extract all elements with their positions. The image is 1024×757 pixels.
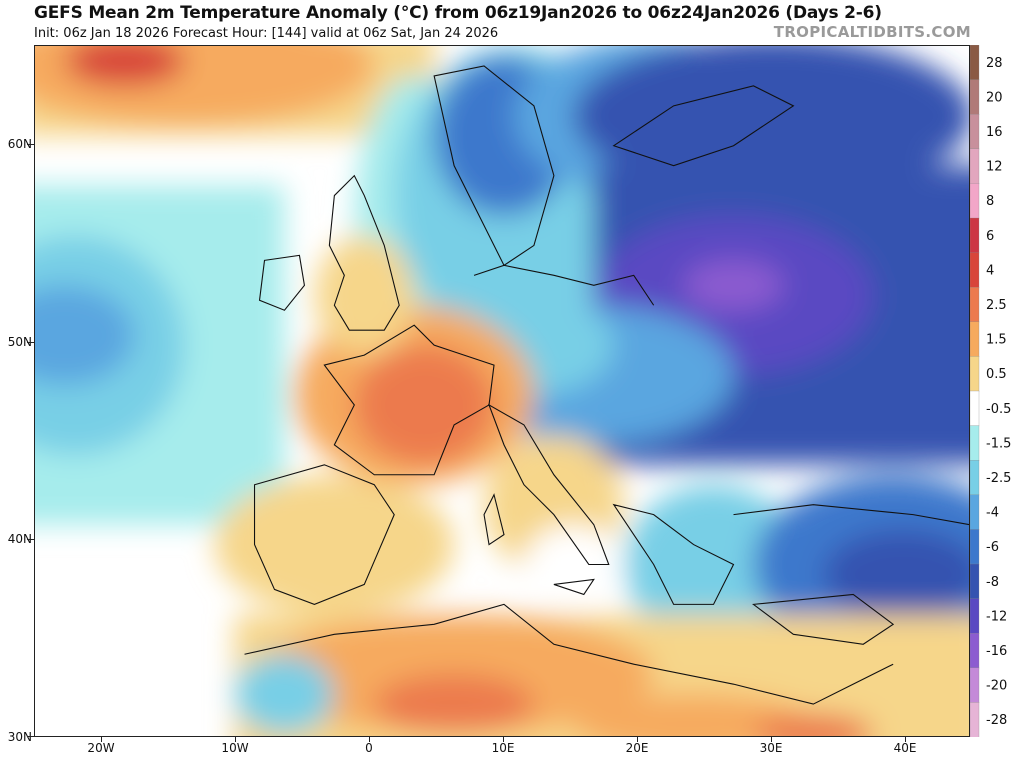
colorbar-swatch <box>970 114 980 150</box>
colorbar-label: 2.5 <box>986 298 1007 313</box>
lon-tick <box>369 737 370 742</box>
map-title: GEFS Mean 2m Temperature Anomaly (°C) fr… <box>34 3 882 23</box>
anatolia-outline <box>752 593 895 645</box>
sicily-outline <box>553 578 595 596</box>
colorbar-swatch <box>970 633 980 669</box>
colorbar-label: -6 <box>986 540 999 555</box>
colorbar-swatch <box>970 356 980 392</box>
colorbar-label: 6 <box>986 229 994 244</box>
colorbar-label: 16 <box>986 125 1003 140</box>
lon-tick <box>771 737 772 742</box>
colorbar-label: -20 <box>986 679 1007 694</box>
lon-label-20e: 20E <box>625 741 649 755</box>
lat-label-60n: 60N <box>7 137 32 151</box>
colorbar-label: 28 <box>986 56 1003 71</box>
colorbar-label: 20 <box>986 90 1003 105</box>
colorbar-swatch <box>970 425 980 461</box>
colorbar-label: -2.5 <box>986 471 1011 486</box>
colorbar-swatch <box>970 667 980 704</box>
colorbar-swatch <box>970 79 980 115</box>
coastlines <box>244 65 969 705</box>
colorbar-swatch <box>970 183 980 219</box>
colorbar-label: -28 <box>986 713 1007 728</box>
colorbar: 28 20 16 12 8 6 4 2.5 1.5 0.5 -0.5 -1.5 -2.5 -4 -6 -8 -1… <box>970 45 1011 737</box>
lon-tick <box>637 737 638 742</box>
italy-outline <box>487 403 610 566</box>
iberia-outline <box>253 464 395 605</box>
lon-tick <box>503 737 504 742</box>
anomaly-field <box>35 46 969 736</box>
lat-tick <box>27 342 34 343</box>
colorbar-label: -1.5 <box>986 436 1011 451</box>
colorbar-label: 12 <box>986 160 1003 175</box>
colorbar-swatch <box>970 45 980 81</box>
great-britain-outline <box>328 174 400 331</box>
colorbar-swatch <box>970 460 980 496</box>
colorbar-swatch <box>970 598 980 634</box>
colorbar-swatch <box>970 217 980 254</box>
colorbar-label: 1.5 <box>986 333 1007 348</box>
lon-label-10w: 10W <box>221 741 249 755</box>
colorbar-swatch <box>970 148 980 185</box>
lon-label-30e: 30E <box>759 741 783 755</box>
lon-tick <box>235 737 236 742</box>
colorbar-swatch <box>970 702 980 737</box>
lat-tick <box>27 539 34 540</box>
lat-label-40n: 40N <box>7 532 32 546</box>
colorbar-swatch <box>970 321 980 358</box>
temperature-anomaly-map <box>34 45 970 737</box>
lat-tick <box>27 736 34 737</box>
lat-label-50n: 50N <box>7 335 32 349</box>
colorbar-swatch <box>970 252 980 288</box>
sardinia-corsica-outline <box>483 493 505 546</box>
colorbar-swatch <box>970 529 980 565</box>
finland-outline <box>612 85 795 167</box>
lon-label-20w: 20W <box>87 741 115 755</box>
lon-label-10e: 10E <box>491 741 515 755</box>
colorbar-swatch <box>970 563 980 600</box>
lat-label-30n: 30N <box>7 730 32 744</box>
colorbar-label: -8 <box>986 575 999 590</box>
colorbar-label: -4 <box>986 506 999 521</box>
black-sea-south-coast <box>733 504 969 526</box>
lon-tick <box>905 737 906 742</box>
baltic-coast <box>473 264 655 306</box>
lat-tick <box>27 144 34 145</box>
scandinavia-outline <box>433 65 555 267</box>
colorbar-label: 8 <box>986 194 994 209</box>
colorbar-swatch <box>970 287 980 323</box>
map-subtitle: Init: 06z Jan 18 2026 Forecast Hour: [14… <box>34 26 499 41</box>
colorbar-label: 0.5 <box>986 367 1007 382</box>
colorbar-swatch <box>970 390 980 427</box>
colorbar-label: -12 <box>986 609 1007 624</box>
colorbar-label: -16 <box>986 644 1007 659</box>
ireland-outline <box>258 254 306 311</box>
lon-tick <box>101 737 102 742</box>
greece-outline <box>612 503 735 605</box>
north-africa-coast <box>244 603 894 705</box>
colorbar-swatch <box>970 494 980 531</box>
colorbar-label: 4 <box>986 263 994 278</box>
lon-label-0: 0 <box>365 741 373 755</box>
colorbar-label: -0.5 <box>986 402 1011 417</box>
lon-label-40e: 40E <box>893 741 917 755</box>
source-credit: TROPICALTIDBITS.COM <box>773 23 971 41</box>
